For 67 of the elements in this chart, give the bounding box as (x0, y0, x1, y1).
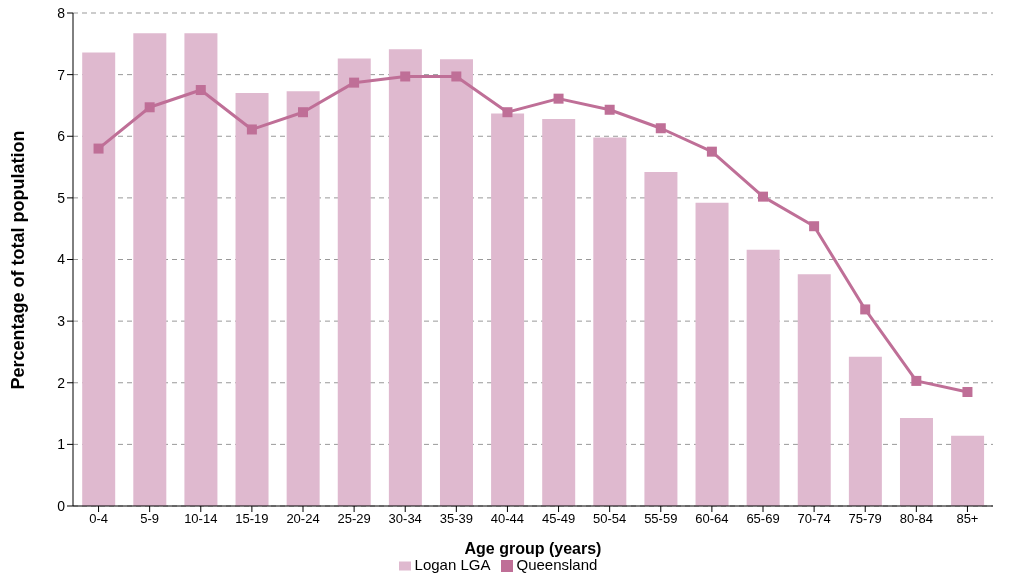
y-tick-label: 4 (57, 251, 66, 268)
point (758, 191, 768, 202)
x-tick-label: 80-84 (899, 511, 933, 527)
y-tick-label: 0 (57, 497, 66, 514)
point (962, 386, 973, 397)
point (604, 104, 615, 115)
bar (388, 49, 422, 506)
point (655, 123, 666, 134)
x-tick-label: 50-54 (593, 511, 627, 527)
point (195, 85, 206, 96)
x-tick-label: 75-79 (848, 511, 882, 527)
point (860, 304, 871, 315)
x-tick-label: 45-49 (541, 511, 576, 527)
bar (746, 249, 780, 506)
y-tick-label: 3 (57, 313, 66, 330)
point (349, 77, 360, 88)
y-tick-label: 6 (57, 128, 66, 145)
legend-label: Queensland (516, 556, 598, 573)
y-tick-label: 5 (57, 189, 66, 206)
bar (951, 435, 985, 506)
legend-label: Logan LGA (414, 556, 491, 573)
bar (644, 171, 678, 506)
x-tick-label: 30-34 (388, 511, 422, 527)
x-tick-label: 20-24 (286, 511, 320, 527)
point (553, 93, 564, 104)
point (246, 124, 257, 135)
bar (542, 119, 576, 506)
x-tick-label: 60-64 (695, 511, 729, 527)
x-tick-label: 15-19 (235, 511, 269, 527)
point (451, 71, 462, 82)
y-tick-label: 2 (57, 374, 66, 391)
x-tick-label: 55-59 (644, 511, 678, 527)
point (706, 146, 717, 157)
bar (184, 33, 218, 506)
y-tick-label: 8 (57, 4, 66, 21)
bar (593, 137, 627, 506)
point (400, 71, 411, 82)
x-tick-label: 70-74 (797, 511, 831, 527)
bar (337, 58, 371, 506)
point (93, 143, 104, 154)
bar (797, 274, 831, 506)
x-tick-label: 40-44 (490, 511, 525, 527)
bar (439, 59, 473, 506)
bar (133, 33, 167, 506)
x-tick-label: 35-39 (439, 511, 473, 527)
y-axis-title: Percentage of total population (8, 130, 29, 390)
point (911, 375, 922, 386)
point (502, 107, 513, 118)
x-tick-label: 10-14 (184, 511, 218, 527)
x-tick-label: 5-9 (140, 511, 160, 527)
bar (899, 417, 933, 506)
x-tick-label: 85+ (956, 511, 979, 527)
bar (491, 113, 525, 506)
x-tick-label: 65-69 (746, 511, 780, 527)
bar (82, 52, 116, 506)
bar (286, 91, 320, 506)
x-axis-title: Age group (years) (464, 540, 602, 557)
y-tick-label: 1 (57, 436, 66, 453)
bar (848, 356, 882, 506)
point (809, 221, 820, 232)
bar (695, 202, 729, 506)
x-tick-label: 25-29 (337, 511, 371, 527)
point (298, 107, 308, 118)
x-tick-label: 0-4 (89, 511, 108, 527)
bar (235, 93, 269, 506)
y-tick-label: 7 (57, 66, 66, 83)
point (144, 102, 155, 113)
